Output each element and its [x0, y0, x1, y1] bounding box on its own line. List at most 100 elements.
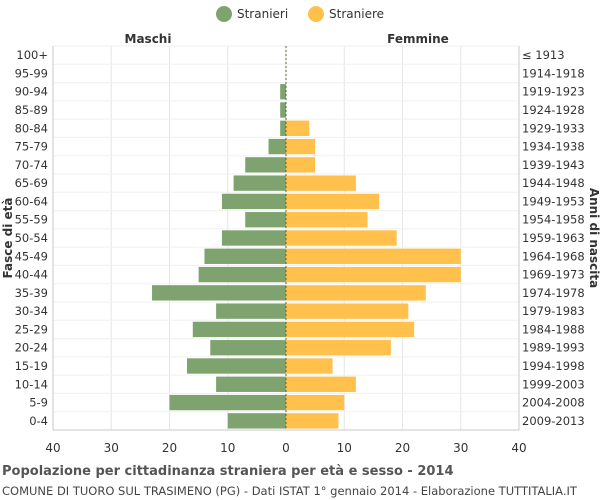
chart-subtitle: COMUNE DI TUORO SUL TRASIMENO (PG) - Dat… — [2, 484, 577, 498]
age-group-label: 100+ — [16, 48, 48, 62]
x-tick-label: 0 — [282, 441, 290, 455]
bar-male — [245, 157, 286, 173]
bar-male — [233, 175, 286, 191]
birth-year-label: 1994-1998 — [522, 359, 585, 373]
legend-swatch-male — [215, 6, 232, 22]
chart-title: Popolazione per cittadinanza straniera p… — [2, 464, 454, 479]
bar-female — [286, 285, 426, 301]
bar-female — [286, 358, 333, 374]
bar-male — [216, 376, 286, 392]
age-group-label: 50-54 — [15, 231, 48, 245]
birth-year-label: 1999-2003 — [522, 377, 585, 391]
bar-male — [198, 266, 286, 283]
bar-male — [169, 394, 286, 411]
x-tick-label: 30 — [453, 441, 468, 455]
header-female: Femmine — [387, 32, 449, 46]
age-group-label: 75-79 — [15, 140, 48, 154]
birth-year-label: 1984-1988 — [522, 322, 585, 336]
age-group-label: 30-34 — [15, 304, 48, 318]
bar-male — [152, 285, 286, 301]
age-group-label: 35-39 — [15, 286, 48, 300]
bar-male — [280, 102, 286, 118]
bar-female — [286, 303, 409, 319]
birth-year-label: 1979-1983 — [522, 304, 585, 318]
birth-year-label: 2004-2008 — [522, 396, 585, 410]
x-tick-label: 10 — [337, 441, 352, 455]
birth-year-label: 1919-1923 — [522, 85, 585, 99]
bar-female — [286, 138, 316, 155]
age-group-label: 5-9 — [29, 396, 48, 410]
age-group-label: 65-69 — [15, 176, 48, 190]
bar-female — [286, 120, 310, 136]
birth-year-label: 1974-1978 — [522, 286, 585, 300]
bar-female — [286, 157, 316, 173]
bar-male — [186, 358, 286, 374]
bar-male — [216, 303, 286, 319]
x-tick-label: 30 — [104, 441, 119, 455]
y-axis-title: Fasce di età — [1, 197, 15, 278]
age-group-label: 40-44 — [15, 268, 48, 282]
bar-female — [286, 230, 397, 246]
age-group-label: 70-74 — [15, 158, 48, 172]
bar-male — [280, 120, 286, 136]
birth-year-label: 1969-1973 — [522, 268, 585, 282]
age-group-label: 15-19 — [15, 359, 48, 373]
birth-year-label: 1924-1928 — [522, 103, 585, 117]
x-tick-label: 20 — [162, 441, 177, 455]
birth-year-label: 1934-1938 — [522, 140, 585, 154]
birth-year-label: 2009-2013 — [522, 414, 585, 428]
bar-male — [221, 193, 286, 210]
birth-year-label: 1914-1918 — [522, 66, 585, 80]
x-tick-label: 40 — [45, 441, 60, 455]
bar-female — [286, 266, 461, 283]
age-group-label: 85-89 — [15, 103, 48, 117]
x-tick-label: 10 — [220, 441, 235, 455]
bar-male — [221, 230, 286, 246]
bar-male — [227, 413, 286, 429]
bar-female — [286, 340, 391, 356]
birth-year-label: 1964-1968 — [522, 249, 585, 263]
bar-female — [286, 376, 356, 392]
bar-female — [286, 413, 339, 429]
legend-item-male[interactable]: Stranieri — [215, 6, 289, 22]
birth-year-label: 1929-1933 — [522, 121, 585, 135]
population-pyramid-chart: 40 30 20 10 0 10 20 30 40 Maschi Femmine 100+ ≤ 1913… — [1, 32, 600, 455]
age-group-label: 90-94 — [15, 85, 48, 99]
legend-label-male: Stranieri — [236, 7, 289, 21]
age-group-label: 45-49 — [15, 249, 48, 263]
bar-male — [280, 84, 286, 100]
legend-label-female: Straniere — [329, 7, 384, 21]
bar-female — [286, 193, 380, 210]
age-group-label: 25-29 — [15, 322, 48, 336]
birth-year-label: 1989-1993 — [522, 341, 585, 355]
bar-female — [286, 175, 356, 191]
bar-female — [286, 321, 415, 338]
age-group-label: 10-14 — [15, 377, 48, 391]
age-group-label: 80-84 — [15, 121, 48, 135]
legend-swatch-female — [308, 6, 325, 22]
x-tick-label: 20 — [395, 441, 410, 455]
bar-female — [286, 212, 368, 228]
bar-female — [286, 394, 345, 411]
age-group-label: 0-4 — [29, 414, 48, 428]
birth-year-label: ≤ 1913 — [522, 48, 565, 62]
bar-male — [204, 248, 286, 264]
birth-year-label: 1949-1953 — [522, 194, 585, 208]
birth-year-label: 1959-1963 — [522, 231, 585, 245]
header-male: Maschi — [125, 32, 172, 46]
bar-male — [268, 138, 286, 155]
y2-axis-title: Anni di nascita — [587, 188, 600, 288]
birth-year-label: 1954-1958 — [522, 213, 585, 227]
bar-male — [210, 340, 286, 356]
bar-male — [192, 321, 286, 338]
age-group-label: 20-24 — [15, 341, 48, 355]
bar-female — [286, 248, 461, 264]
age-group-label: 60-64 — [15, 194, 48, 208]
birth-year-label: 1939-1943 — [522, 158, 585, 172]
bar-male — [245, 212, 286, 228]
legend: Stranieri Straniere — [0, 6, 600, 25]
age-group-label: 55-59 — [15, 213, 48, 227]
legend-item-female[interactable]: Straniere — [308, 6, 384, 22]
x-tick-label: 40 — [511, 441, 526, 455]
age-group-label: 95-99 — [15, 66, 48, 80]
